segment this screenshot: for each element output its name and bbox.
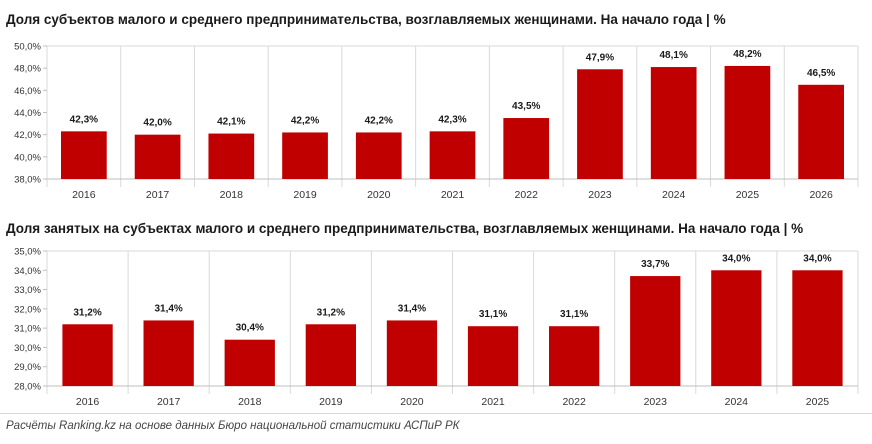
data-label: 31,2% [73,307,101,318]
bar [61,131,107,179]
data-label: 30,4% [236,323,264,334]
x-tick-label: 2024 [725,396,749,408]
x-tick-label: 2018 [238,396,262,408]
bar [208,133,255,179]
x-tick-label: 2019 [319,396,343,408]
y-tick-label: 44,0% [14,108,41,119]
bar [724,65,771,179]
x-tick-label: 2024 [662,189,686,201]
y-tick-label: 38,0% [14,175,41,186]
bar [630,276,681,386]
bar [503,118,550,179]
x-tick-label: 2018 [220,189,244,201]
data-label: 42,3% [70,114,98,125]
y-tick-label: 29,0% [14,362,41,373]
x-tick-label: 2019 [293,189,317,201]
data-label: 33,7% [641,259,669,270]
x-tick-label: 2017 [157,396,181,408]
y-tick-label: 46,0% [14,86,41,97]
y-tick-label: 32,0% [14,304,41,315]
footer-divider [0,413,872,414]
bar [549,326,600,386]
chart-1-women-led-sme-share: 38,0% 40,0% 42,0% 44,0% 46,0% 48,0% 50,0% 42,3%… [14,42,859,201]
x-tick-label: 2023 [644,396,668,408]
y-tick-label: 50,0% [14,42,41,53]
bar [386,320,438,386]
data-label: 31,4% [398,303,426,314]
bar [650,67,697,179]
bar [467,326,519,386]
y-tick-label: 33,0% [14,285,41,296]
source-note: Расчёты Ranking.kz на основе данных Бюро… [6,420,460,432]
x-tick-label: 2017 [146,189,170,201]
bar [305,324,356,386]
x-tick-label: 2021 [481,396,505,408]
x-tick-label: 2025 [736,189,760,201]
chart-2-title: Доля занятых на субъектах малого и средн… [6,221,804,236]
x-tick-label: 2020 [367,189,391,201]
data-label: 31,1% [560,309,588,320]
bar [282,132,328,179]
data-label: 46,5% [807,68,835,79]
bar [62,324,113,386]
bar [798,84,844,179]
x-tick-label: 2016 [72,189,96,201]
x-tick-label: 2016 [76,396,100,408]
data-label: 48,1% [660,50,688,61]
bar [792,270,843,386]
y-tick-label: 31,0% [14,324,41,335]
x-tick-label: 2020 [400,396,424,408]
bar [577,69,623,179]
data-label: 43,5% [512,101,540,112]
data-label: 47,9% [586,52,614,63]
y-tick-label: 40,0% [14,152,41,163]
data-label: 42,3% [438,114,466,125]
bar [355,132,402,179]
data-label: 34,0% [722,253,750,264]
data-label: 31,4% [154,303,182,314]
data-label: 42,2% [291,115,319,126]
x-tick-label: 2025 [806,396,830,408]
data-label: 34,0% [803,253,831,264]
y-tick-label: 42,0% [14,130,41,141]
x-tick-label: 2021 [441,189,465,201]
bar [711,270,762,386]
data-label: 42,2% [365,115,393,126]
chart-1-title: Доля субъектов малого и среднего предпри… [6,12,726,27]
x-tick-label: 2023 [588,189,612,201]
y-tick-label: 48,0% [14,64,41,75]
x-tick-label: 2022 [515,189,539,201]
y-tick-label: 28,0% [14,382,41,393]
x-tick-label: 2022 [562,396,586,408]
y-tick-label: 34,0% [14,266,41,277]
bar [143,320,194,386]
bar [134,134,181,179]
x-tick-label: 2026 [809,189,833,201]
data-label: 31,1% [479,309,507,320]
chart-2-employment-women-led-sme-share: 28,0% 29,0% 30,0% 31,0% 32,0% 33,0% 34,0% 35,0%… [14,247,859,408]
bar [224,339,275,386]
data-label: 48,2% [733,49,761,60]
data-label: 42,1% [217,117,245,128]
y-tick-label: 35,0% [14,247,41,258]
data-label: 31,2% [317,307,345,318]
y-tick-label: 30,0% [14,343,41,354]
bar [429,131,476,179]
data-label: 42,0% [143,118,171,129]
